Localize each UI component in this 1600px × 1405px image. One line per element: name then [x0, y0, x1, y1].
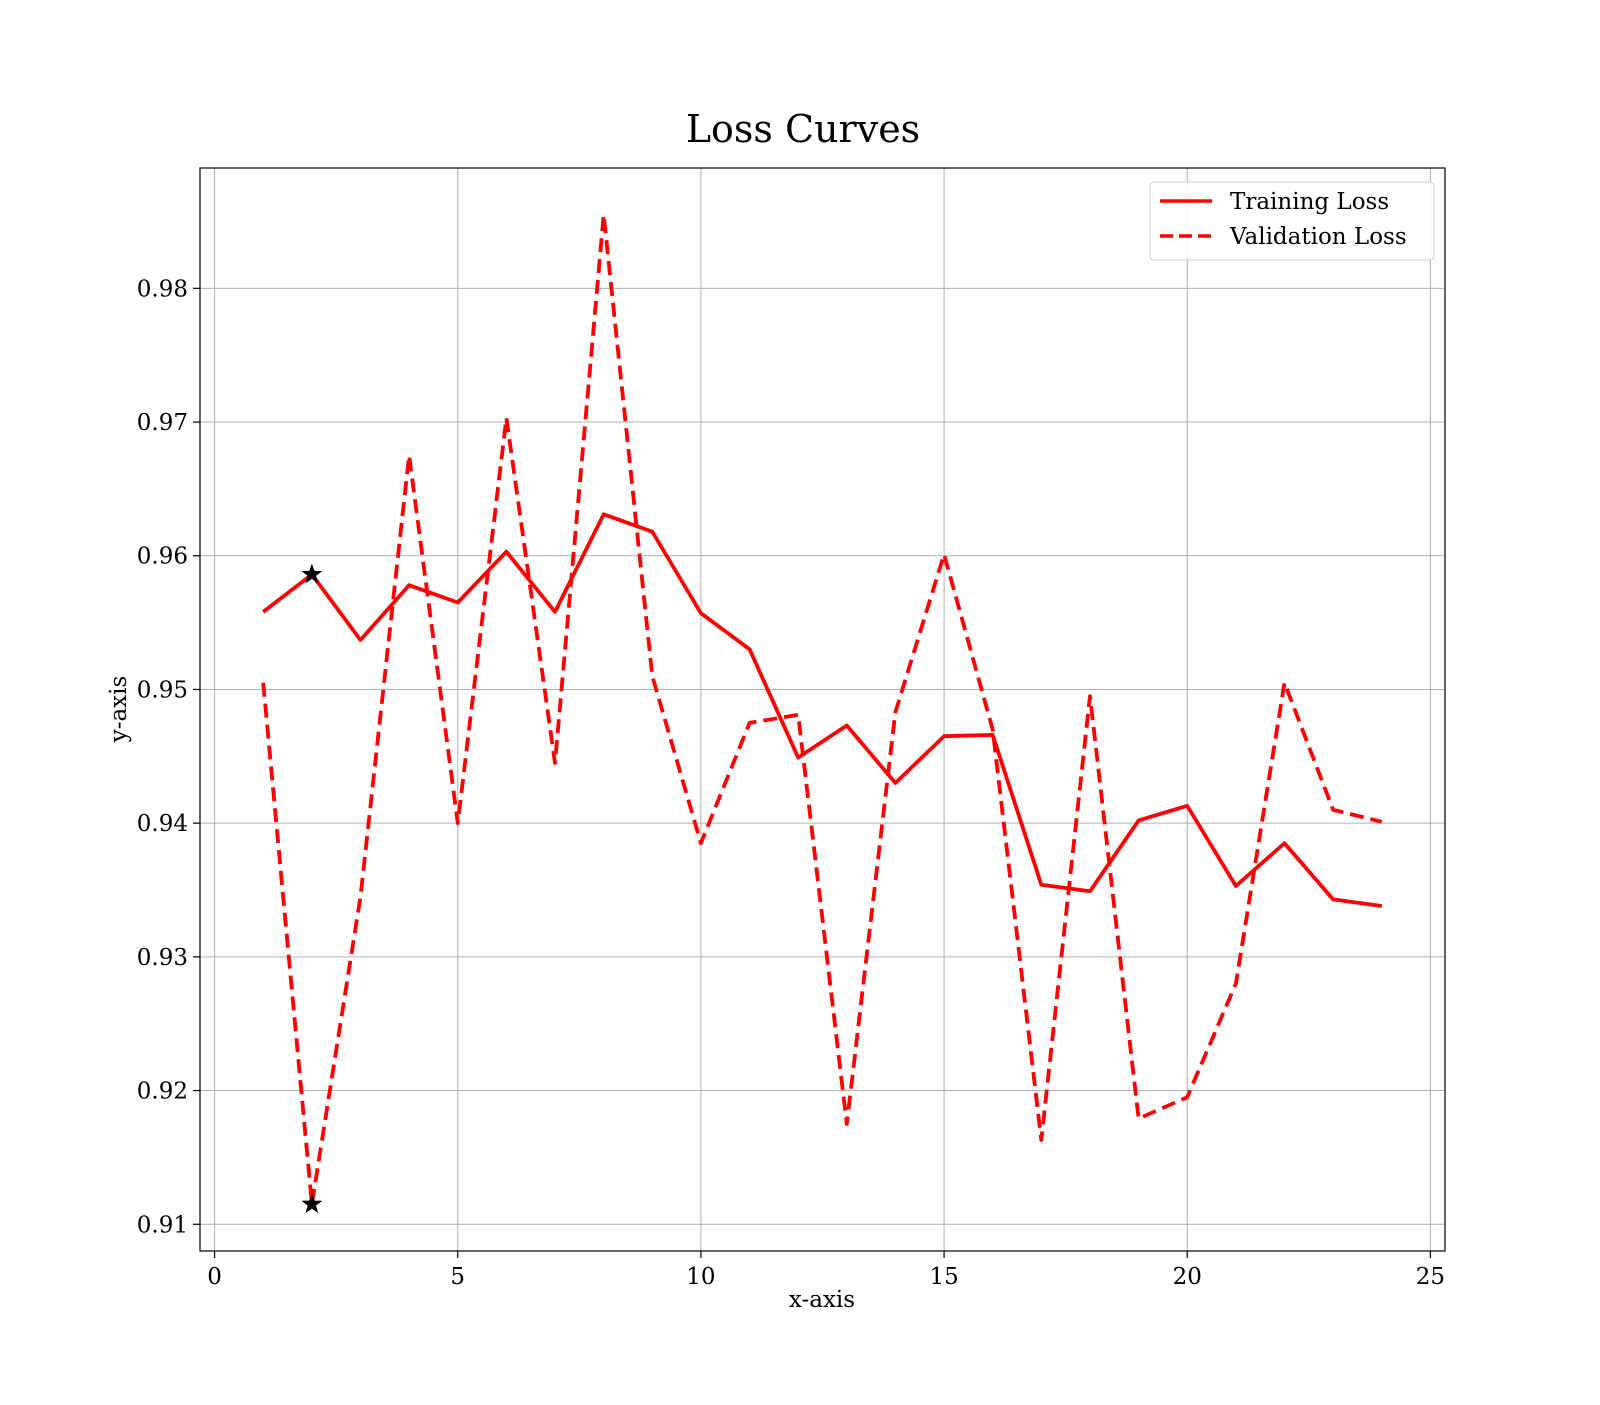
- y-tick-label: 0.97: [137, 410, 188, 436]
- series-line-training-loss: [262, 512, 1383, 908]
- series-line-validation-loss: [261, 212, 1383, 1207]
- x-tick-label: 20: [1173, 1264, 1202, 1290]
- legend-label-validation-loss: Validation Loss: [1229, 224, 1407, 250]
- x-tick-label: 15: [929, 1264, 958, 1290]
- chart-title: Loss Curves: [686, 107, 920, 151]
- plot-lines: [261, 212, 1383, 1207]
- plot-area-frame: [199, 167, 1446, 1252]
- legend: Training Loss Validation Loss: [1149, 181, 1435, 261]
- star-marker-training-loss: [301, 563, 323, 584]
- grid: [200, 168, 1445, 1251]
- x-axis-label: x-axis: [789, 1287, 855, 1313]
- star-marker-validation-loss: [301, 1193, 323, 1214]
- axis-ticks: 0 5 10 15 20 25 0.91 0.92 0.93 0.94 0.95 0.96 0.97 0.…: [137, 276, 1445, 1290]
- legend-box: [1149, 181, 1435, 261]
- y-tick-label: 0.92: [137, 1079, 188, 1105]
- y-tick-label: 0.94: [137, 811, 188, 837]
- x-tick-label: 5: [450, 1264, 465, 1290]
- y-tick-label: 0.95: [137, 677, 188, 703]
- y-tick-label: 0.93: [137, 945, 188, 971]
- star-markers: [301, 563, 323, 1214]
- y-tick-label: 0.98: [137, 276, 188, 302]
- y-tick-label: 0.91: [137, 1212, 188, 1238]
- legend-label-training-loss: Training Loss: [1230, 189, 1389, 215]
- y-axis-label: y-axis: [106, 676, 132, 744]
- x-tick-label: 0: [207, 1264, 222, 1290]
- x-tick-label: 10: [686, 1264, 715, 1290]
- x-tick-label: 25: [1416, 1264, 1445, 1290]
- y-tick-label: 0.96: [137, 544, 188, 570]
